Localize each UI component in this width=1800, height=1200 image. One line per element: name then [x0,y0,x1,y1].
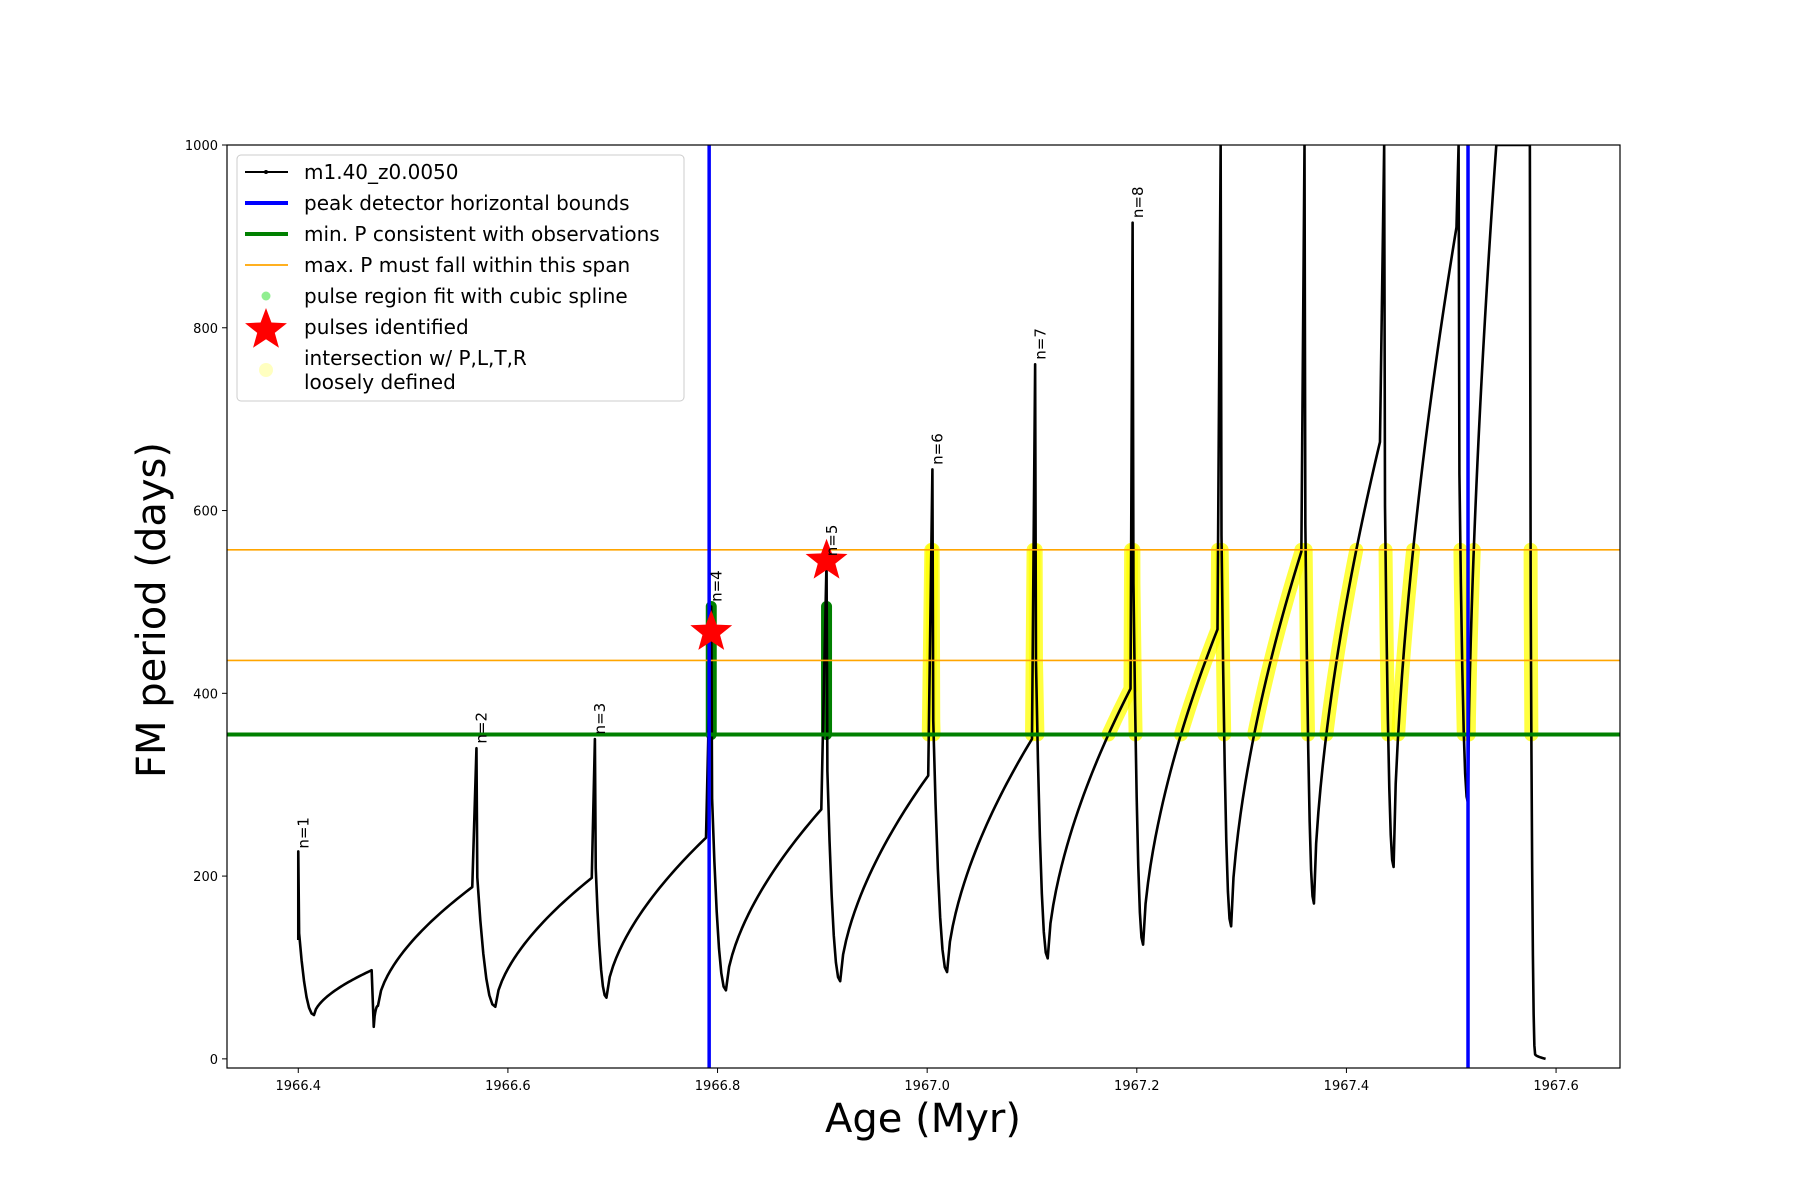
legend-label: loosely defined [304,370,456,394]
legend-label: pulses identified [304,315,469,339]
y-axis-label: FM period (days) [129,442,175,778]
legend-swatch-dot [261,291,271,301]
legend-swatch-dot [264,170,268,174]
pulse-number-label: n=3 [591,703,609,735]
x-axis-label: Age (Myr) [825,1096,1021,1142]
y-tick-label: 600 [193,505,218,520]
legend-box [236,154,685,402]
y-tick-label: 200 [193,870,218,885]
legend-label: peak detector horizontal bounds [304,191,630,215]
y-tick-label: 0 [210,1053,218,1068]
y-tick-label: 1000 [185,139,218,154]
pulse-number-label: n=8 [1129,186,1147,218]
legend-swatch-dot [259,363,273,377]
legend-label: min. P consistent with observations [304,222,660,246]
pulse-number-label: n=6 [929,433,947,465]
legend-label: intersection w/ P,L,T,R [304,346,527,370]
pulse-number-label: n=1 [295,817,313,849]
x-tick-label: 1967.0 [904,1079,950,1094]
legend-label: pulse region fit with cubic spline [304,284,628,308]
pulse-identified-star [690,610,733,650]
x-tick-label: 1967.6 [1533,1079,1579,1094]
pulse-number-label: n=5 [823,525,841,557]
legend-label: max. P must fall within this span [304,253,630,277]
pulse-identified-star [805,538,848,579]
x-tick-label: 1966.8 [695,1079,741,1094]
x-tick-label: 1967.4 [1324,1079,1370,1094]
y-tick-label: 400 [193,687,218,702]
pulse-number-label: n=7 [1031,328,1049,360]
plot-marks: n=1 n=2 n=3 n=4 n=5 n=6 n=7 n=8 [227,145,1620,1068]
x-tick-label: 1966.4 [276,1079,322,1094]
x-tick-label: 1966.6 [485,1079,531,1094]
y-tick-label: 800 [193,322,218,337]
pulse-number-label: n=2 [473,712,491,744]
plot-frame [226,144,1621,1069]
plot-area: n=1 n=2 n=3 n=4 n=5 n=6 n=7 n=8 [227,145,1620,1068]
series-line-m1.40_z0.0050 [296,145,1547,1061]
legend-label: m1.40_z0.0050 [304,160,459,184]
axis-ticks: 1966.4 1966.6 1966.8 1967.0 1967.2 1967.4 1967… [185,139,1579,1094]
pulse-number-label: n=4 [707,570,725,602]
x-tick-label: 1967.2 [1114,1079,1160,1094]
legend-swatch-star [245,308,287,348]
